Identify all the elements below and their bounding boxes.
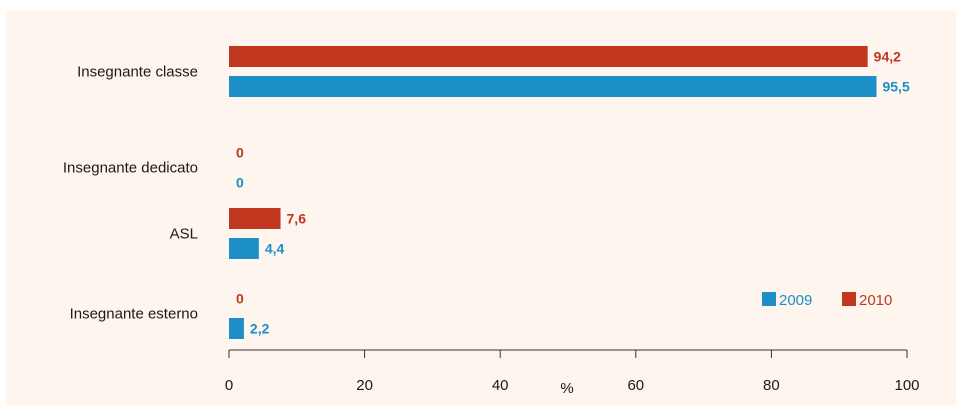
bar-2010: [229, 208, 281, 229]
legend-swatch-2010: [842, 292, 856, 306]
data-label-2010: 0: [236, 291, 244, 307]
bar-2009: [229, 318, 244, 339]
legend-swatch-2009: [762, 292, 776, 306]
x-tick-label: 100: [894, 377, 919, 394]
legend: 2009 2010: [762, 292, 892, 309]
x-axis-title: %: [560, 380, 573, 397]
x-tick-label: 40: [492, 377, 509, 394]
x-tick-label: 20: [356, 377, 373, 394]
bar-2009: [229, 76, 877, 97]
data-label-2009: 95,5: [882, 79, 909, 95]
data-label-2010: 94,2: [874, 49, 901, 65]
category-label: ASL: [170, 226, 198, 243]
data-label-2010: 7,6: [287, 211, 307, 227]
legend-label-2010: 2010: [859, 292, 892, 309]
x-tick-label: 60: [627, 377, 644, 394]
category-label: Insegnante classe: [77, 64, 198, 81]
x-tick-label: 80: [763, 377, 780, 394]
category-label: Insegnante esterno: [70, 306, 198, 323]
data-label-2010: 0: [236, 145, 244, 161]
bar-2009: [229, 238, 259, 259]
bar-2010: [229, 46, 868, 67]
category-label: Insegnante dedicato: [63, 160, 198, 177]
x-tick-label: 0: [225, 377, 233, 394]
data-label-2009: 4,4: [265, 241, 285, 257]
legend-label-2009: 2009: [779, 292, 812, 309]
data-label-2009: 2,2: [250, 321, 270, 337]
data-label-2009: 0: [236, 175, 244, 191]
